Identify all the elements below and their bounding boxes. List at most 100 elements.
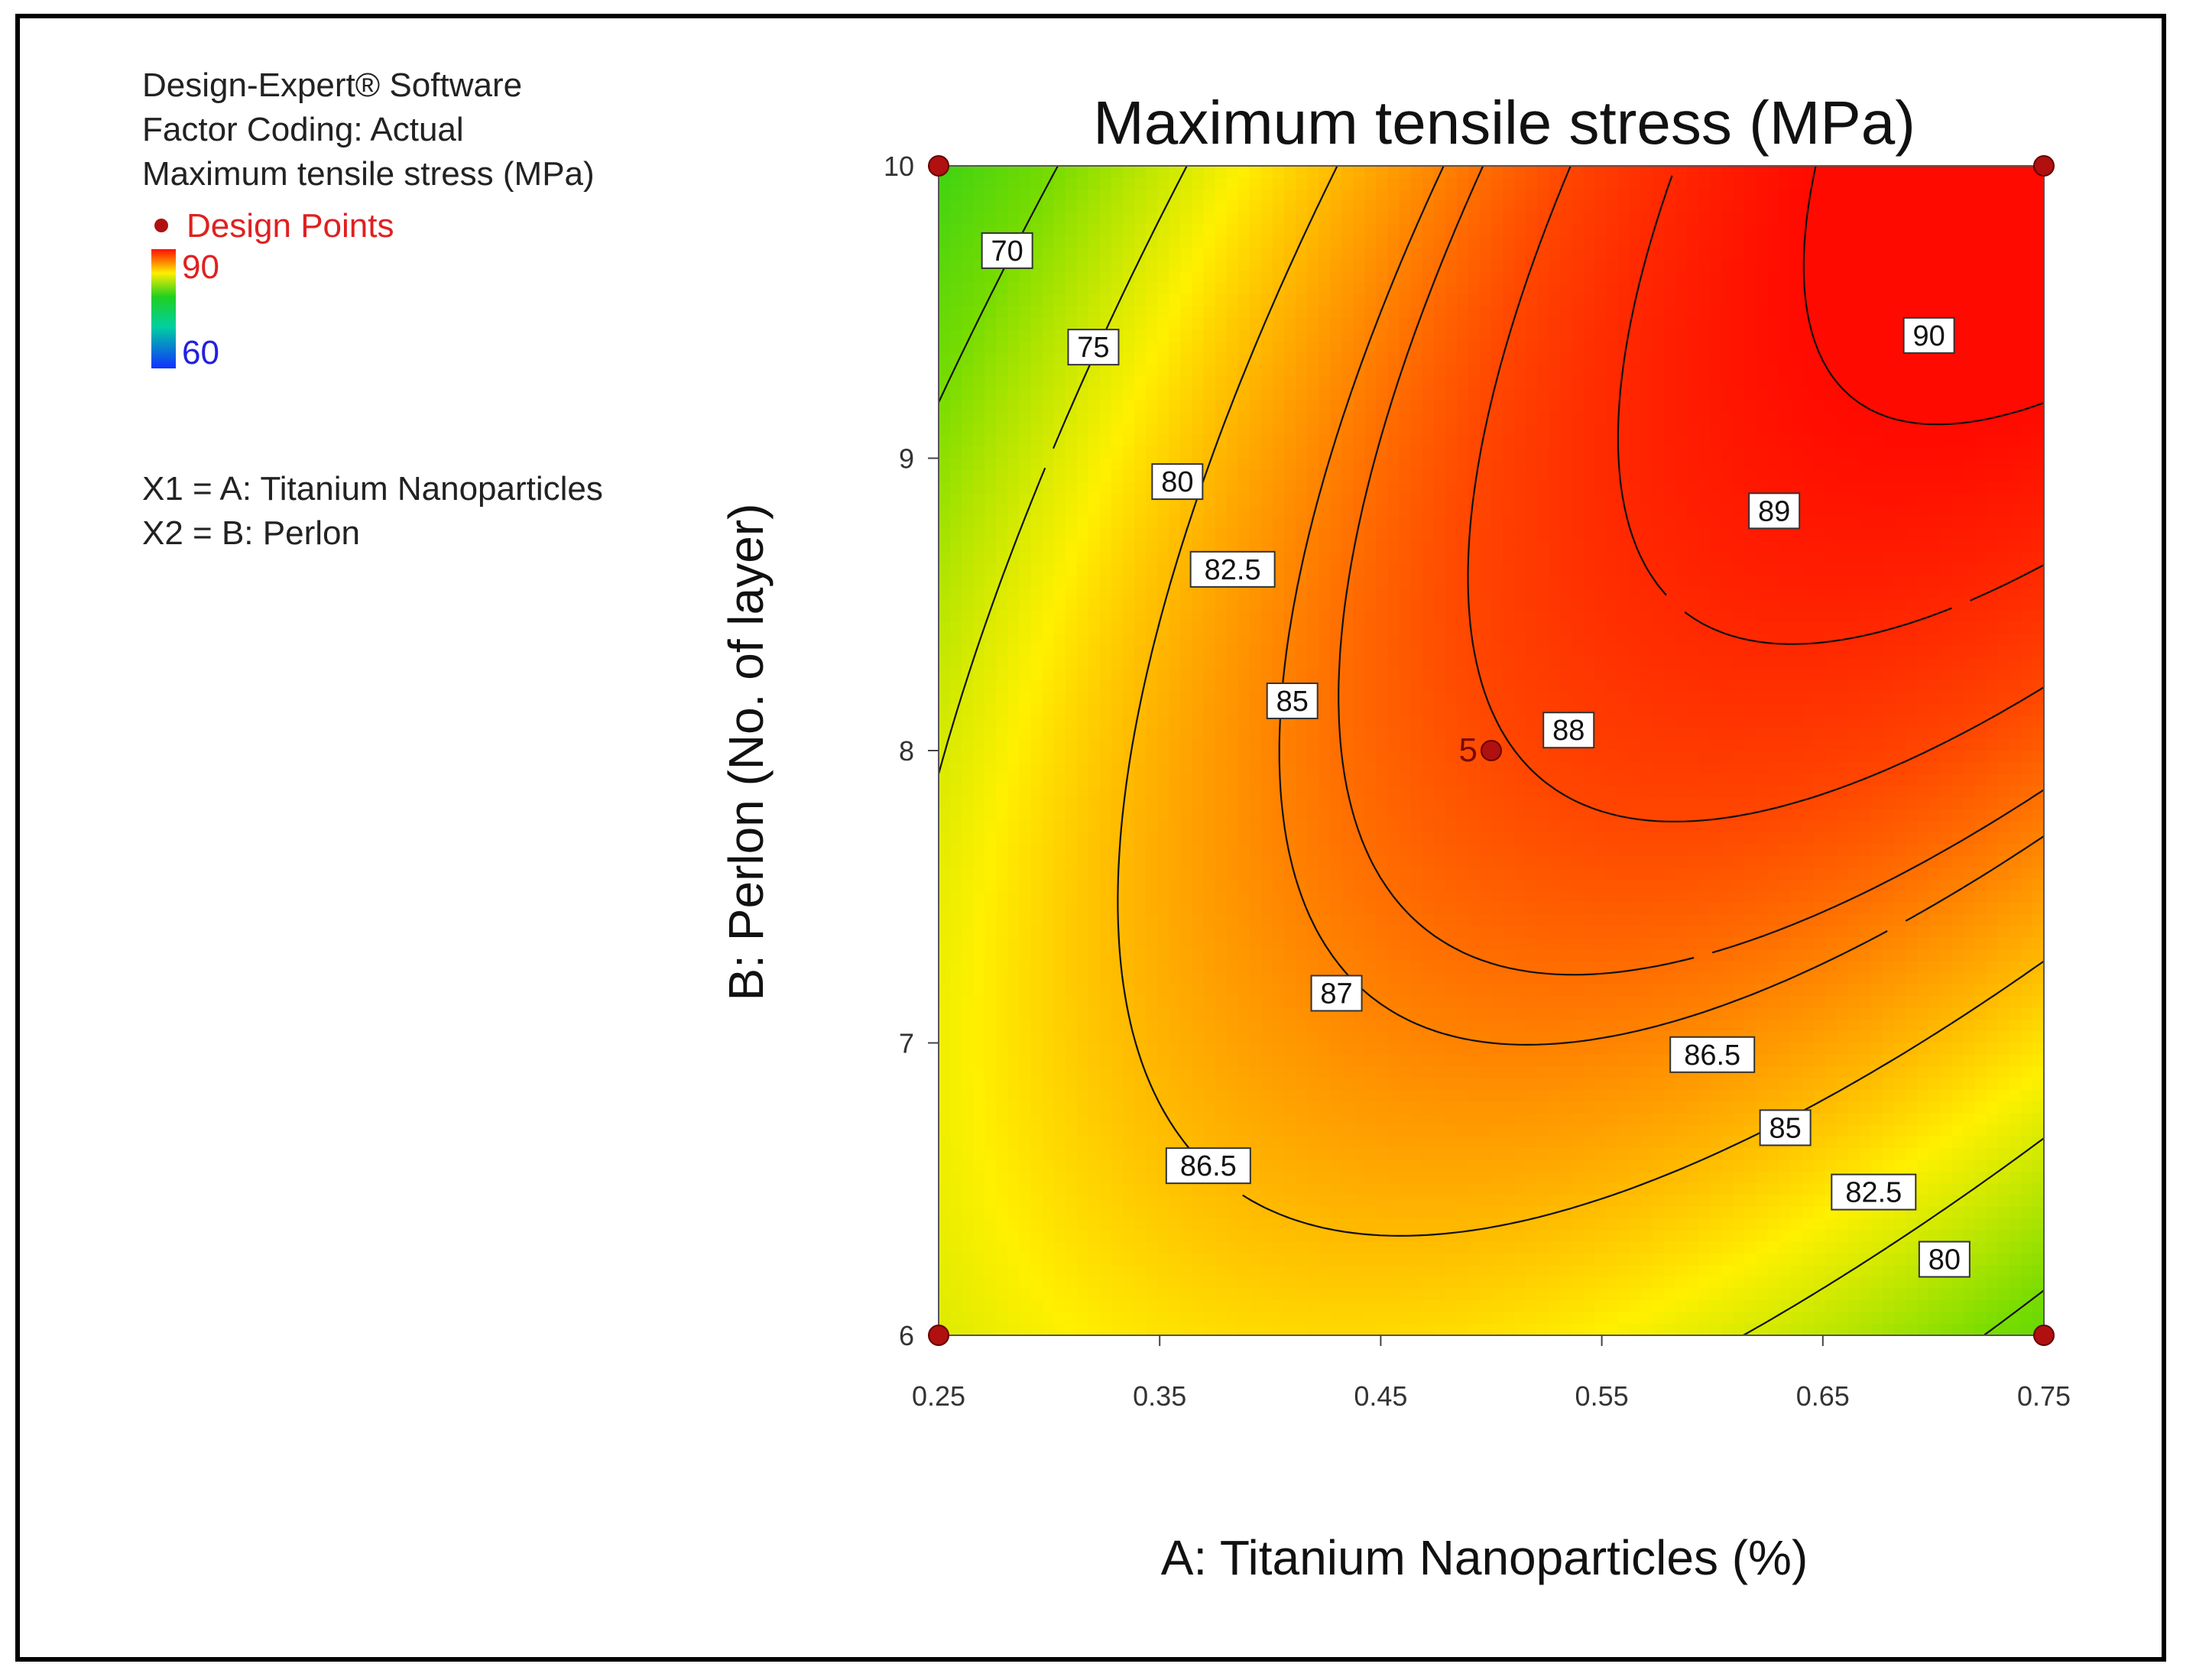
contour-fill-cell (1203, 317, 1216, 330)
contour-fill-cell (1491, 248, 1503, 261)
contour-fill-cell (1249, 482, 1262, 495)
contour-fill-cell (1123, 1078, 1135, 1091)
contour-fill-cell (1237, 715, 1250, 728)
contour-fill-cell (1042, 1089, 1055, 1102)
contour-fill-cell (1203, 306, 1216, 319)
contour-fill-cell (1157, 1078, 1170, 1091)
contour-fill-cell (1192, 365, 1205, 378)
contour-fill-cell (1399, 446, 1412, 459)
contour-fill-cell (1295, 446, 1308, 459)
contour-fill-cell (1237, 1136, 1250, 1149)
contour-fill-cell (1307, 388, 1319, 401)
contour-fill-cell (1410, 411, 1423, 424)
contour-fill-cell (1065, 762, 1078, 775)
contour-fill-cell (1376, 1300, 1389, 1313)
contour-fill-cell (1169, 1206, 1182, 1219)
contour-fill-cell (1330, 926, 1342, 939)
contour-fill-cell (1065, 879, 1078, 892)
contour-fill-cell (962, 341, 974, 354)
contour-fill-cell (1030, 774, 1043, 786)
contour-fill-cell (1111, 738, 1124, 751)
contour-fill-cell (1053, 868, 1066, 881)
contour-fill-cell (950, 832, 962, 845)
contour-fill-cell (1065, 540, 1078, 553)
contour-fill-cell (1283, 1265, 1296, 1278)
contour-fill-cell (1088, 446, 1101, 459)
contour-fill-cell (1030, 306, 1043, 319)
contour-fill-cell (1433, 996, 1446, 1009)
contour-fill-cell (1180, 259, 1193, 272)
contour-fill-cell (1226, 248, 1239, 261)
contour-fill-cell (1433, 832, 1446, 845)
contour-fill-cell (1341, 551, 1354, 564)
contour-fill-cell (1076, 984, 1089, 997)
contour-fill-cell (1479, 482, 1492, 495)
contour-fill-cell (1226, 1241, 1239, 1254)
contour-fill-cell (1249, 844, 1262, 857)
contour-fill-cell (1272, 411, 1285, 424)
contour-fill-cell (1030, 248, 1043, 261)
contour-fill-cell (1146, 692, 1158, 705)
contour-fill-cell (1134, 1089, 1147, 1102)
contour-fill-cell (973, 517, 986, 530)
contour-fill-cell (1157, 259, 1170, 272)
contour-fill-cell (1272, 984, 1285, 997)
contour-fill-cell (1364, 1124, 1377, 1137)
contour-fill-cell (1479, 1276, 1492, 1289)
contour-fill-cell (1111, 317, 1124, 330)
contour-fill-cell (1180, 1019, 1193, 1032)
contour-fill-cell (1157, 1218, 1170, 1231)
contour-fill-cell (939, 1171, 951, 1184)
contour-fill-cell (1146, 376, 1158, 389)
contour-fill-cell (1283, 1183, 1296, 1196)
contour-fill-cell (1076, 248, 1089, 261)
contour-fill-cell (1237, 1043, 1250, 1056)
contour-fill-cell (1215, 1265, 1228, 1278)
contour-fill-cell (1146, 1230, 1158, 1243)
y-axis-label: B: Perlon (No. of layer) (718, 504, 774, 1001)
contour-fill-cell (1468, 1124, 1481, 1137)
contour-fill-cell (1399, 961, 1412, 974)
contour-fill-cell (1111, 1078, 1124, 1091)
contour-fill-cell (984, 1300, 997, 1313)
contour-fill-cell (1260, 200, 1273, 213)
contour-fill-cell (1353, 200, 1366, 213)
contour-fill-cell (1099, 271, 1112, 284)
contour-fill-cell (973, 1300, 986, 1313)
contour-fill-cell (1226, 235, 1239, 248)
contour-fill-cell (1053, 820, 1066, 833)
contour-fill-cell (1215, 458, 1228, 471)
contour-fill-cell (1491, 352, 1503, 365)
contour-fill-cell (1019, 1101, 1032, 1114)
contour-fill-cell (939, 1031, 951, 1044)
contour-fill-cell (962, 727, 974, 740)
contour-fill-cell (1226, 1124, 1239, 1137)
contour-fill-cell (1341, 434, 1354, 447)
contour-fill-cell (1019, 294, 1032, 307)
contour-fill-cell (1192, 1089, 1205, 1102)
contour-fill-cell (962, 563, 974, 576)
contour-fill-cell (1491, 972, 1503, 985)
contour-fill-cell (1399, 751, 1412, 764)
contour-fill-cell (1134, 329, 1147, 342)
contour-fill-cell (1215, 774, 1228, 786)
contour-fill-cell (1319, 809, 1331, 822)
contour-fill-cell (1053, 482, 1066, 495)
contour-fill-cell (973, 189, 986, 202)
contour-fill-cell (1479, 1171, 1492, 1184)
contour-fill-cell (1399, 1148, 1412, 1161)
contour-fill-cell (1422, 1066, 1435, 1079)
contour-fill-cell (962, 1078, 974, 1091)
contour-fill-cell (1157, 177, 1170, 190)
contour-fill-cell (1019, 469, 1032, 482)
contour-fill-cell (996, 668, 1009, 681)
contour-fill-cell (939, 540, 951, 553)
contour-fill-cell (1468, 692, 1481, 705)
contour-fill-cell (1180, 855, 1193, 868)
contour-fill-cell (1319, 551, 1331, 564)
contour-fill-cell (1445, 365, 1458, 378)
contour-fill-cell (984, 575, 997, 588)
contour-fill-cell (1215, 797, 1228, 810)
contour-fill-cell (1123, 879, 1135, 892)
contour-fill-cell (1353, 248, 1366, 261)
